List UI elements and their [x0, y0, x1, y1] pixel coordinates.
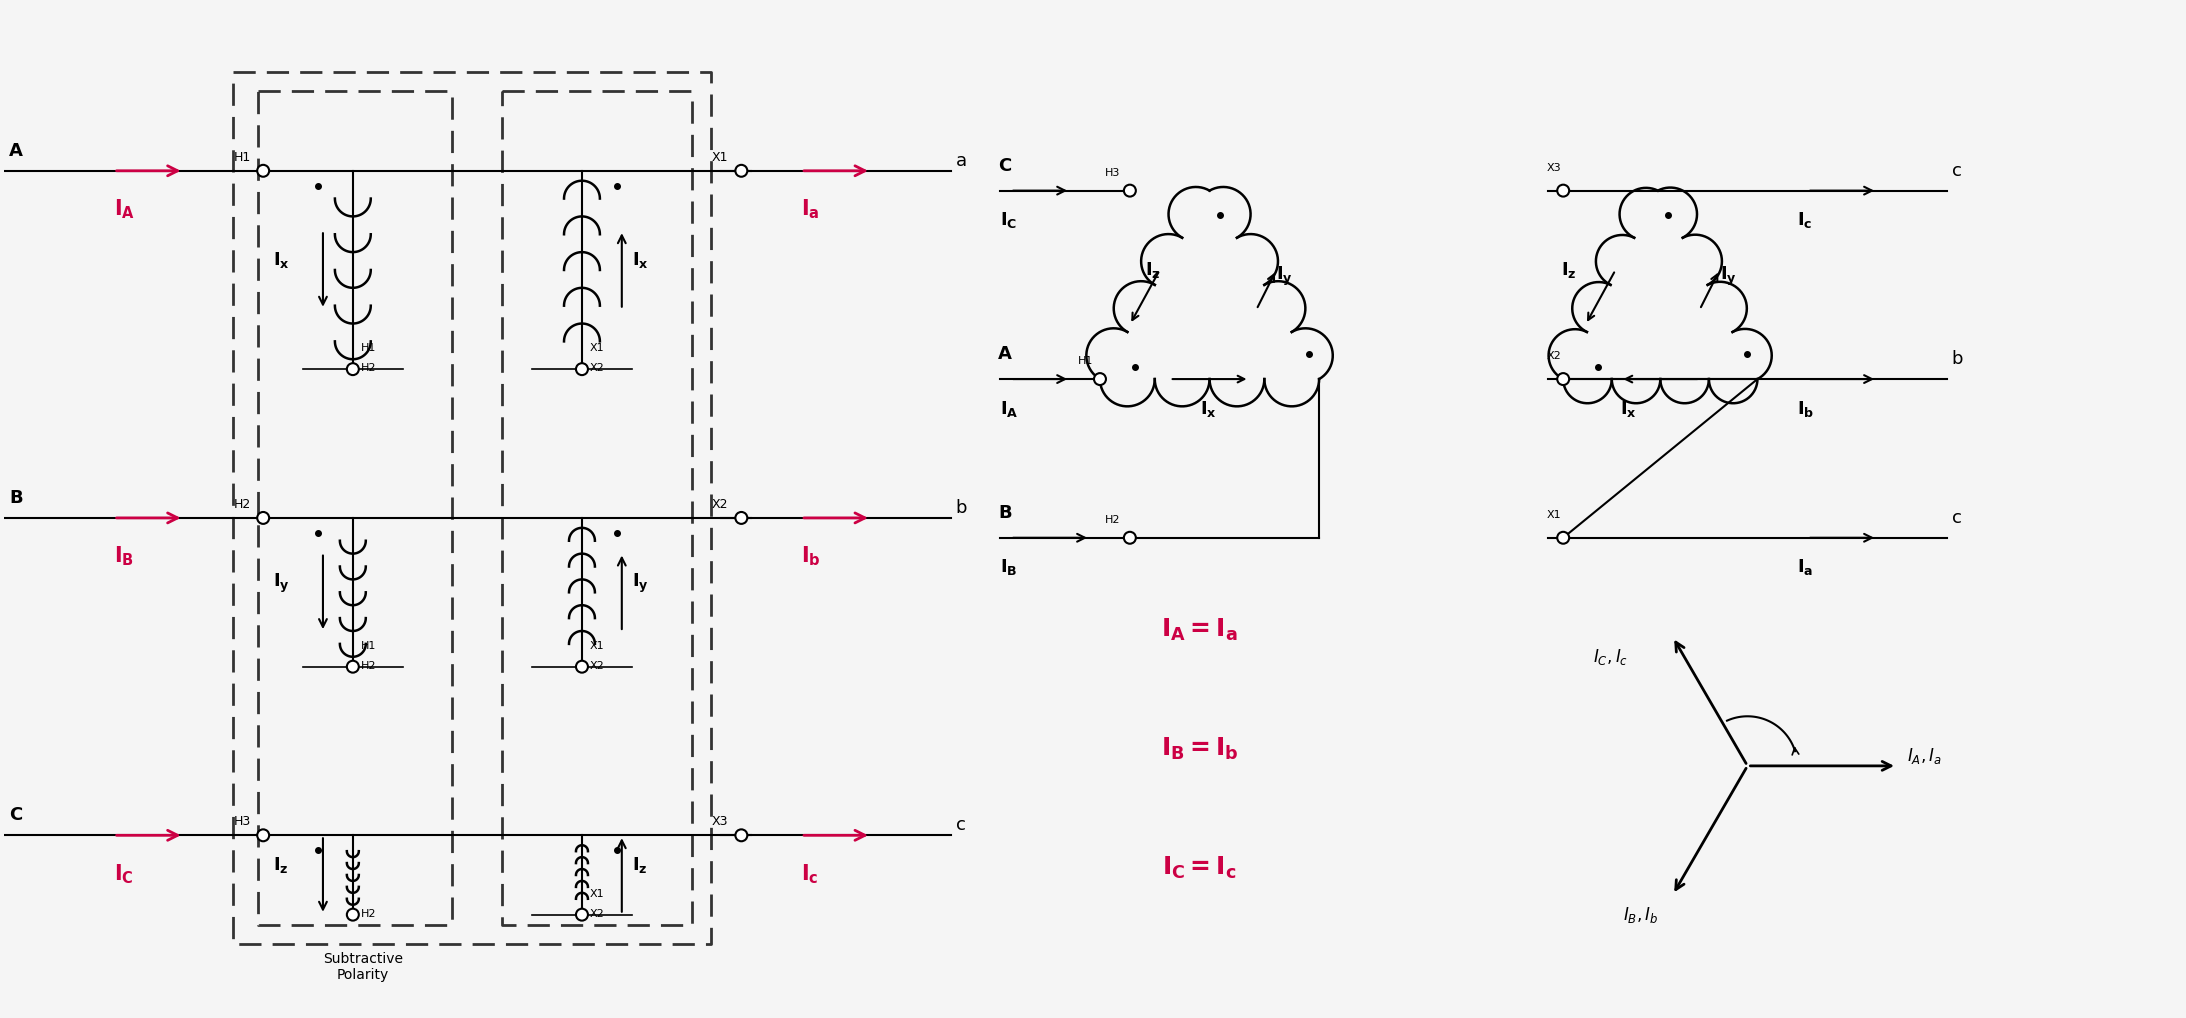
Text: $\mathbf{I_c}$: $\mathbf{I_c}$	[1797, 211, 1812, 230]
Text: $\mathbf{I_C}$: $\mathbf{I_C}$	[1001, 211, 1019, 230]
Text: $\mathbf{I_x}$: $\mathbf{I_x}$	[632, 250, 649, 270]
Text: H2: H2	[1104, 515, 1121, 525]
Text: $\mathbf{I_A}$: $\mathbf{I_A}$	[1001, 399, 1019, 418]
Circle shape	[1124, 184, 1137, 196]
Text: X1: X1	[1546, 510, 1561, 520]
Text: $\mathbf{I_z}$: $\mathbf{I_z}$	[273, 855, 289, 875]
Text: $\mathbf{I_B}$: $\mathbf{I_B}$	[114, 545, 133, 568]
Text: A: A	[999, 345, 1012, 363]
Text: X2: X2	[590, 363, 606, 374]
Text: B: B	[999, 504, 1012, 522]
Text: $\mathbf{I_C}$: $\mathbf{I_C}$	[114, 862, 133, 886]
Circle shape	[348, 909, 359, 920]
Circle shape	[348, 363, 359, 375]
Text: $\mathbf{I_C = I_c}$: $\mathbf{I_C = I_c}$	[1163, 855, 1237, 882]
Circle shape	[1556, 374, 1570, 385]
Text: $I_C,I_c$: $I_C,I_c$	[1594, 646, 1629, 667]
Text: X2: X2	[590, 909, 606, 918]
Text: $\mathbf{I_c}$: $\mathbf{I_c}$	[800, 862, 820, 886]
Circle shape	[1556, 531, 1570, 544]
Text: $\mathbf{I_x}$: $\mathbf{I_x}$	[273, 250, 291, 270]
Text: $\mathbf{I_z}$: $\mathbf{I_z}$	[1561, 260, 1576, 280]
Text: c: c	[1952, 162, 1961, 180]
Circle shape	[258, 165, 269, 177]
Circle shape	[1124, 531, 1137, 544]
Circle shape	[258, 512, 269, 524]
Text: $\mathbf{I_x}$: $\mathbf{I_x}$	[1200, 399, 1215, 418]
Circle shape	[348, 661, 359, 673]
Text: H1: H1	[234, 151, 251, 164]
Text: $\mathbf{I_x}$: $\mathbf{I_x}$	[1620, 399, 1637, 418]
Text: $\mathbf{I_A = I_a}$: $\mathbf{I_A = I_a}$	[1161, 617, 1237, 643]
Text: H2: H2	[361, 363, 376, 374]
Text: X1: X1	[590, 343, 606, 353]
Text: H2: H2	[361, 909, 376, 918]
Circle shape	[734, 830, 748, 841]
Circle shape	[258, 830, 269, 841]
Text: H1: H1	[361, 641, 376, 651]
Text: H2: H2	[234, 498, 251, 511]
Text: $\mathbf{I_B}$: $\mathbf{I_B}$	[1001, 558, 1019, 577]
Text: $\mathbf{I_b}$: $\mathbf{I_b}$	[1797, 399, 1814, 418]
Text: $I_B,I_b$: $I_B,I_b$	[1622, 905, 1659, 924]
Text: b: b	[1952, 350, 1963, 369]
Text: $\mathbf{I_z}$: $\mathbf{I_z}$	[1145, 260, 1161, 280]
Text: $\mathbf{I_a}$: $\mathbf{I_a}$	[1797, 558, 1814, 577]
Text: X3: X3	[1546, 163, 1561, 173]
Text: $\mathbf{I_B = I_b}$: $\mathbf{I_B = I_b}$	[1161, 736, 1239, 762]
Text: $\mathbf{I_A}$: $\mathbf{I_A}$	[114, 197, 136, 221]
Text: B: B	[9, 489, 22, 507]
Text: X2: X2	[590, 661, 606, 671]
Text: b: b	[955, 499, 966, 517]
Circle shape	[1093, 374, 1106, 385]
Text: a: a	[955, 152, 966, 170]
Text: H1: H1	[361, 343, 376, 353]
Circle shape	[575, 661, 588, 673]
Text: X2: X2	[710, 498, 728, 511]
Text: X1: X1	[590, 889, 606, 899]
Circle shape	[1556, 184, 1570, 196]
Text: $I_A,I_a$: $I_A,I_a$	[1906, 746, 1941, 766]
Text: $\mathbf{I_a}$: $\mathbf{I_a}$	[800, 197, 820, 221]
Text: C: C	[999, 157, 1012, 175]
Text: A: A	[9, 142, 24, 160]
Text: $\mathbf{I_y}$: $\mathbf{I_y}$	[273, 572, 291, 596]
Text: $\mathbf{I_y}$: $\mathbf{I_y}$	[1277, 265, 1294, 288]
Text: c: c	[1952, 509, 1961, 527]
Text: c: c	[955, 816, 966, 835]
Text: $\mathbf{I_b}$: $\mathbf{I_b}$	[800, 545, 822, 568]
Text: Subtractive
Polarity: Subtractive Polarity	[324, 952, 402, 982]
Circle shape	[734, 512, 748, 524]
Text: H3: H3	[1104, 168, 1121, 178]
Text: X1: X1	[590, 641, 606, 651]
Text: $\mathbf{I_y}$: $\mathbf{I_y}$	[1720, 265, 1736, 288]
Circle shape	[575, 363, 588, 375]
Text: $\mathbf{I_z}$: $\mathbf{I_z}$	[632, 855, 647, 875]
Text: C: C	[9, 806, 22, 825]
Text: X1: X1	[710, 151, 728, 164]
Text: H2: H2	[361, 661, 376, 671]
Circle shape	[575, 909, 588, 920]
Text: H1: H1	[1078, 356, 1093, 366]
Text: H3: H3	[234, 815, 251, 829]
Text: X2: X2	[1546, 351, 1561, 361]
Text: X3: X3	[710, 815, 728, 829]
Text: $\mathbf{I_y}$: $\mathbf{I_y}$	[632, 572, 649, 596]
Circle shape	[734, 165, 748, 177]
